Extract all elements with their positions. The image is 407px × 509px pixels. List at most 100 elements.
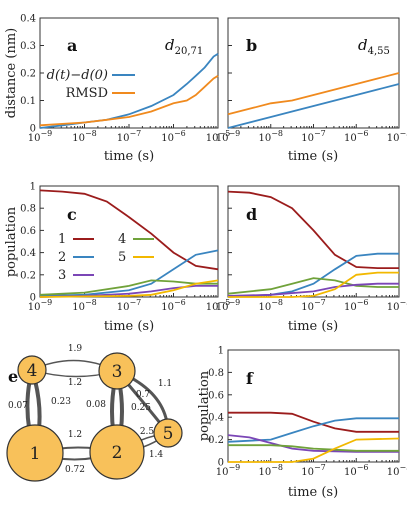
y-tick-label: 0.6: [20, 226, 36, 237]
edge-label: 1.1: [158, 379, 172, 389]
legend-a-label-2: RMSD: [66, 86, 108, 101]
panel-f-series-4: [228, 437, 400, 463]
panel-c-series-1: [39, 189, 219, 271]
panel-letter-e: e: [8, 367, 18, 386]
panel-f-series-1: [227, 417, 399, 443]
panel-letter-b: b: [246, 36, 257, 55]
network-node-label-3: 3: [112, 362, 123, 382]
y-tick-label: 1: [218, 346, 224, 357]
panel-d-series-3: [227, 282, 399, 297]
x-tick-label: 10−9: [216, 463, 241, 478]
panel-d-series-2: [227, 277, 399, 295]
x-tick-label: 10−7: [301, 298, 326, 313]
panel-f-series-3: [228, 444, 399, 452]
panel-d-series-0: [227, 190, 399, 269]
y-tick-label: 0: [30, 293, 36, 304]
panel-letter-c: c: [67, 205, 77, 224]
network-node-3: [98, 352, 136, 390]
x-tick-label: 10−9: [28, 298, 53, 313]
y-tick-label: 1: [30, 182, 36, 193]
panel-c-series-4: [39, 279, 218, 296]
edge-label: 0.7: [136, 390, 151, 400]
edge-label: 1.2: [68, 430, 82, 440]
x-tick-label: 10−5: [387, 129, 407, 144]
x-tick-label: 10−6: [344, 129, 369, 144]
y-tick-label: 0.4: [20, 14, 36, 25]
y-tick-label: 0: [30, 124, 36, 135]
x-tick-label: 10−8: [72, 298, 97, 313]
x-tick-label: 10−6: [344, 463, 369, 478]
panel-letter-a: a: [67, 36, 77, 55]
x-axis-label-f: time (s): [288, 485, 338, 500]
edge-label: 0.08: [86, 400, 106, 410]
edge-label: 2.5: [140, 427, 155, 437]
panel-b-series-0: [227, 83, 400, 129]
y-tick-label: 0.8: [20, 204, 36, 215]
network-node-1: [6, 424, 64, 482]
x-tick-label: 10−8: [72, 129, 97, 144]
x-axis-label-d: time (s): [288, 319, 338, 334]
x-tick-label: 10−6: [161, 129, 186, 144]
edge-label: 0.23: [51, 397, 71, 407]
panel-b-frame: [227, 17, 400, 129]
annotation-d4-55: d4,55: [358, 36, 390, 57]
edge-label: 0.25: [131, 403, 151, 413]
x-tick-label: 10−7: [301, 463, 326, 478]
network-node-2: [89, 424, 145, 480]
y-tick-label: 0.4: [20, 248, 36, 259]
edge-label: 0.07: [8, 401, 28, 411]
edge-label: 0.72: [65, 465, 85, 475]
x-tick-label: 10−8: [258, 298, 283, 313]
legend-c-label-3: 3: [58, 268, 66, 283]
y-axis-label-f: population: [197, 370, 212, 441]
x-tick-label: 10−6: [344, 298, 369, 313]
edge-label: 1.9: [68, 344, 83, 354]
network-node-label-5: 5: [163, 424, 174, 444]
y-tick-label: 0.2: [208, 435, 224, 446]
panel-d-frame: [227, 185, 400, 298]
y-axis-label-a: distance (nm): [4, 28, 19, 118]
edge-label: 1.4: [149, 450, 164, 460]
x-tick-label: 10−9: [216, 129, 241, 144]
annotation-d20-71: d20,71: [165, 36, 203, 57]
panel-letter-f: f: [246, 369, 254, 388]
panel-f-series-2: [227, 434, 399, 453]
panel-d-series-4: [228, 271, 399, 298]
x-tick-label: 10−5: [387, 463, 407, 478]
network-node-label-4: 4: [27, 361, 38, 381]
legend-c-label-5: 5: [118, 250, 126, 265]
x-axis-label-c: time (s): [104, 319, 154, 334]
x-tick-label: 10−9: [28, 129, 53, 144]
y-tick-label: 0.8: [208, 368, 224, 379]
x-tick-label: 10−6: [161, 298, 186, 313]
legend-c-label-2: 2: [58, 250, 66, 265]
panel-c-series-5: [39, 279, 219, 298]
x-tick-label: 10−8: [258, 129, 283, 144]
y-tick-label: 0.3: [20, 41, 36, 52]
panel-a-series-RMSD: [39, 75, 219, 127]
panel-f-series-0: [228, 411, 399, 433]
y-tick-label: 0.2: [20, 69, 36, 80]
y-tick-label: 0.1: [20, 96, 36, 107]
panel-c-frame: [39, 185, 219, 298]
x-tick-label: 10−8: [258, 463, 283, 478]
x-axis-label-b: time (s): [288, 149, 338, 164]
network-node-5: [153, 418, 183, 448]
network-node-4: [17, 355, 47, 385]
x-tick-label: 10−5: [206, 129, 231, 144]
x-tick-label: 10−7: [301, 129, 326, 144]
x-axis-label-a: time (s): [104, 149, 154, 164]
network-node-label-2: 2: [112, 443, 123, 463]
y-tick-label: 0: [218, 458, 224, 469]
panel-b-series-1: [227, 72, 400, 116]
legend-c-label-1: 1: [58, 232, 66, 247]
legend-a-label-1: d(t)−d(0): [47, 68, 108, 83]
y-tick-label: 0.6: [208, 390, 224, 401]
x-tick-label: 10−7: [117, 129, 142, 144]
x-tick-label: 10−7: [117, 298, 142, 313]
y-tick-label: 0.2: [20, 270, 36, 281]
y-axis-label-c: population: [4, 206, 19, 277]
x-tick-label: 10−9: [216, 298, 241, 313]
panel-letter-d: d: [246, 205, 257, 224]
